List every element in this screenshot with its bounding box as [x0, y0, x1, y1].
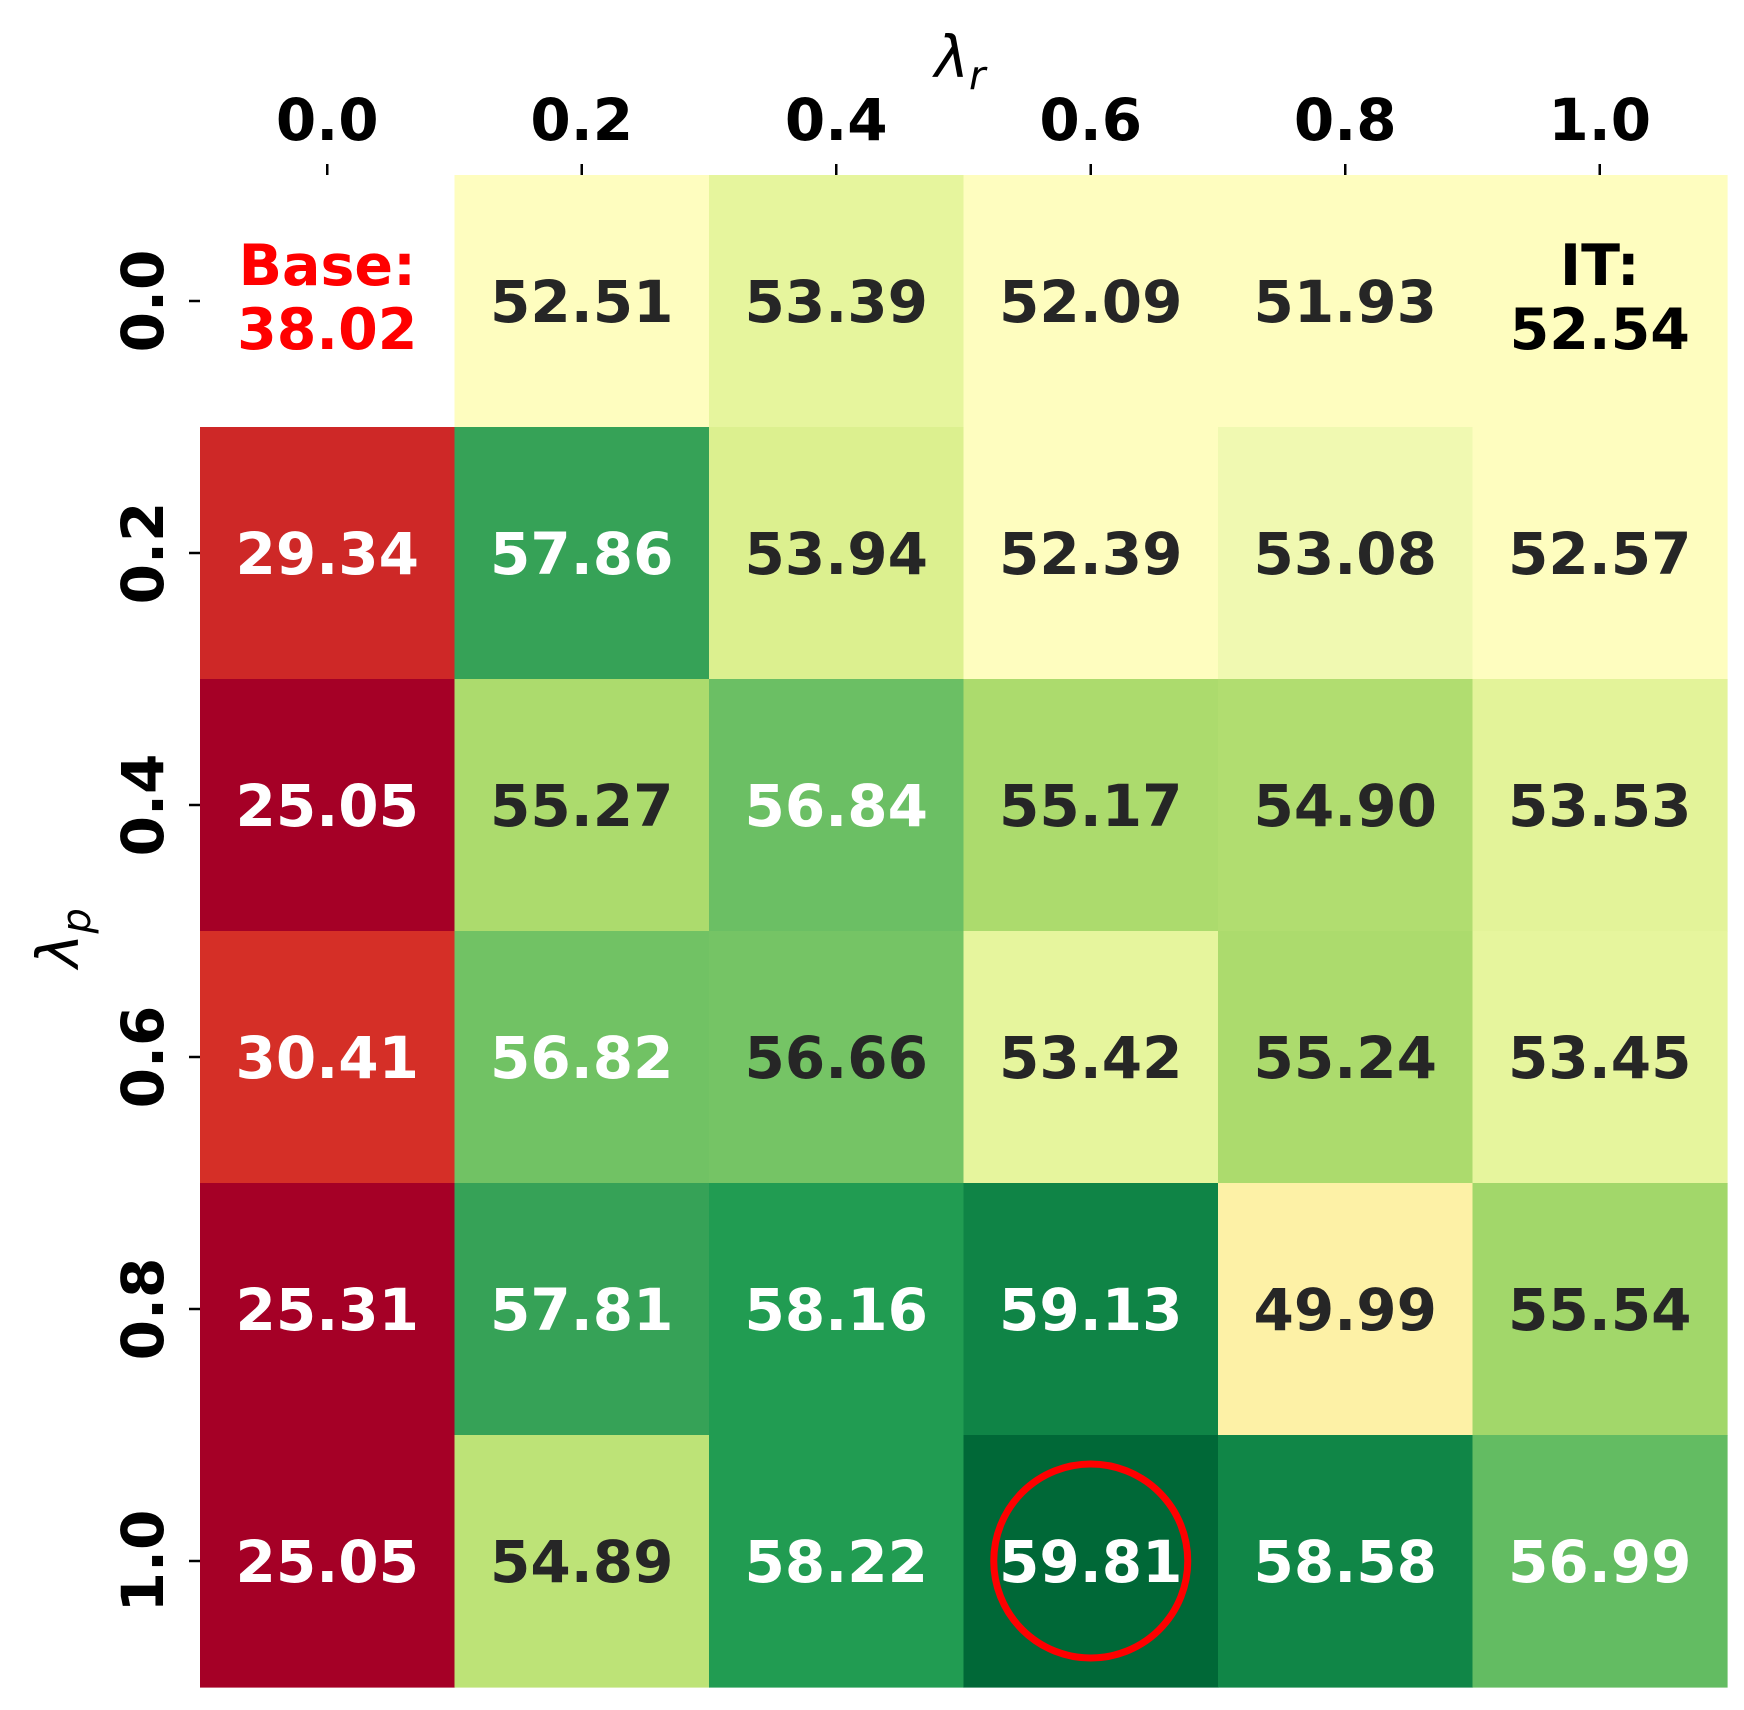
cell-value-r3-c4: 55.24 — [1254, 1024, 1437, 1092]
x-tick-label-0: 0.0 — [276, 86, 379, 154]
cell-value-r3-c1: 56.82 — [490, 1024, 673, 1092]
y-tick-label-3: 0.6 — [109, 1006, 177, 1109]
highlight-circle — [990, 1460, 1192, 1662]
cell-value-r2-c5: 53.53 — [1508, 772, 1691, 840]
cell-value-r2-c4: 54.90 — [1254, 772, 1437, 840]
y-axis-label: λp — [24, 908, 100, 971]
y-axis: 0.0 0.2 0.4 0.6 0.8 1.0 — [109, 250, 200, 1613]
heatmap-cell-r5-c0 — [200, 1435, 456, 1688]
y-tick-label-5: 1.0 — [109, 1510, 177, 1613]
cell-value-r4-c0: 25.31 — [236, 1276, 419, 1344]
cell-value-r5-c1: 54.89 — [490, 1528, 673, 1596]
cell-value-r4-c4: 49.99 — [1254, 1276, 1437, 1344]
heatmap-cell-r0-c4 — [1218, 175, 1474, 428]
heatmap-cells — [200, 175, 1728, 1688]
cell-value-r5-c4: 58.58 — [1254, 1528, 1437, 1596]
heatmap-cell-r1-c1 — [454, 427, 710, 680]
cell-value-r4-c1: 57.81 — [490, 1276, 673, 1344]
heatmap-cell-r4-c2 — [709, 1183, 965, 1436]
cell-value-r2-c3: 55.17 — [999, 772, 1182, 840]
y-tick-label-1: 0.2 — [109, 502, 177, 605]
cell-value-r4-c5: 55.54 — [1508, 1276, 1691, 1344]
cell-value-r5-c2: 58.22 — [745, 1528, 928, 1596]
cell-value-r2-c2: 56.84 — [745, 772, 928, 840]
cell-value-r5-c5: 56.99 — [1508, 1528, 1691, 1596]
y-axis-label-subscript: p — [54, 908, 100, 934]
y-tick-label-4: 0.8 — [109, 1258, 177, 1361]
annotation-label-r0-c0: Base: 38.02 — [237, 233, 417, 363]
cell-value-r1-c4: 53.08 — [1254, 520, 1437, 588]
cell-value-r0-c2: 53.39 — [745, 268, 928, 336]
heatmap-cell-r3-c4 — [1218, 931, 1474, 1184]
y-tick-label-0: 0.0 — [109, 250, 177, 353]
x-axis-label: λr — [932, 23, 988, 99]
cell-value-r5-c3: 59.81 — [999, 1528, 1182, 1596]
cell-value-r3-c5: 53.45 — [1508, 1024, 1691, 1092]
heatmap-cell-r3-c1 — [454, 931, 710, 1184]
x-axis: 0.0 0.2 0.4 0.6 0.8 1.0 — [276, 86, 1651, 175]
heatmap-cell-r0-c5 — [1472, 175, 1728, 428]
heatmap-cell-r1-c0 — [200, 427, 456, 680]
y-tick-label-2: 0.4 — [109, 754, 177, 857]
heatmap-cell-r0-c3 — [963, 175, 1219, 428]
heatmap-cell-r5-c3 — [963, 1435, 1219, 1688]
highlight-layer — [990, 1460, 1192, 1662]
x-tick-label-2: 0.4 — [785, 86, 888, 154]
heatmap-cell-r3-c3 — [963, 931, 1219, 1184]
cell-value-r2-c1: 55.27 — [490, 772, 673, 840]
heatmap-cell-r1-c2 — [709, 427, 965, 680]
heatmap-cell-r5-c5 — [1472, 1435, 1728, 1688]
cell-value-r5-c0: 25.05 — [236, 1528, 419, 1596]
heatmap-cell-r2-c1 — [454, 679, 710, 932]
heatmap-cell-r5-c4 — [1218, 1435, 1474, 1688]
cell-value-r0-c1: 52.51 — [490, 268, 673, 336]
heatmap-cell-r2-c4 — [1218, 679, 1474, 932]
heatmap-cell-r1-c5 — [1472, 427, 1728, 680]
heatmap-cell-labels: Base: 38.02 52.51 53.39 52.09 51.93 IT: 52.54 29… — [236, 233, 1692, 1596]
x-tick-label-5: 1.0 — [1548, 86, 1651, 154]
heatmap-cell-r1-c4 — [1218, 427, 1474, 680]
heatmap-cell-r0-c2 — [709, 175, 965, 428]
cell-value-r4-c3: 59.13 — [999, 1276, 1182, 1344]
cell-value-r3-c3: 53.42 — [999, 1024, 1182, 1092]
heatmap-cell-r3-c0 — [200, 931, 456, 1184]
heatmap-cell-r5-c2 — [709, 1435, 965, 1688]
cell-value-r0-c4: 51.93 — [1254, 268, 1437, 336]
heatmap-cell-r3-c5 — [1472, 931, 1728, 1184]
x-tick-label-4: 0.8 — [1294, 86, 1397, 154]
cell-value-r4-c2: 58.16 — [745, 1276, 928, 1344]
heatmap-cell-r2-c2 — [709, 679, 965, 932]
cell-value-r0-c3: 52.09 — [999, 268, 1182, 336]
x-tick-label-1: 0.2 — [530, 86, 633, 154]
cell-value-r1-c2: 53.94 — [745, 520, 928, 588]
heatmap-cell-r4-c0 — [200, 1183, 456, 1436]
cell-value-r1-c0: 29.34 — [236, 520, 419, 588]
heatmap-cell-r4-c3 — [963, 1183, 1219, 1436]
cell-value-r1-c3: 52.39 — [999, 520, 1182, 588]
cell-value-r1-c1: 57.86 — [490, 520, 673, 588]
cell-value-r2-c0: 25.05 — [236, 772, 419, 840]
heatmap-cell-r4-c1 — [454, 1183, 710, 1436]
heatmap-cell-r2-c0 — [200, 679, 456, 932]
heatmap-cell-r4-c4 — [1218, 1183, 1474, 1436]
heatmap-cell-r1-c3 — [963, 427, 1219, 680]
heatmap-cell-r4-c5 — [1472, 1183, 1728, 1436]
heatmap-cell-r2-c5 — [1472, 679, 1728, 932]
x-tick-label-3: 0.6 — [1039, 86, 1142, 154]
heatmap-cell-r3-c2 — [709, 931, 965, 1184]
heatmap-cell-r0-c1 — [454, 175, 710, 428]
cell-value-r3-c2: 56.66 — [745, 1024, 928, 1092]
heatmap-cell-r5-c1 — [454, 1435, 710, 1688]
cell-value-r1-c5: 52.57 — [1508, 520, 1691, 588]
x-axis-label-subscript: r — [969, 53, 988, 99]
annotation-label-r0-c5: IT: 52.54 — [1510, 233, 1690, 363]
heatmap-cell-r2-c3 — [963, 679, 1219, 932]
cell-value-r3-c0: 30.41 — [236, 1024, 419, 1092]
